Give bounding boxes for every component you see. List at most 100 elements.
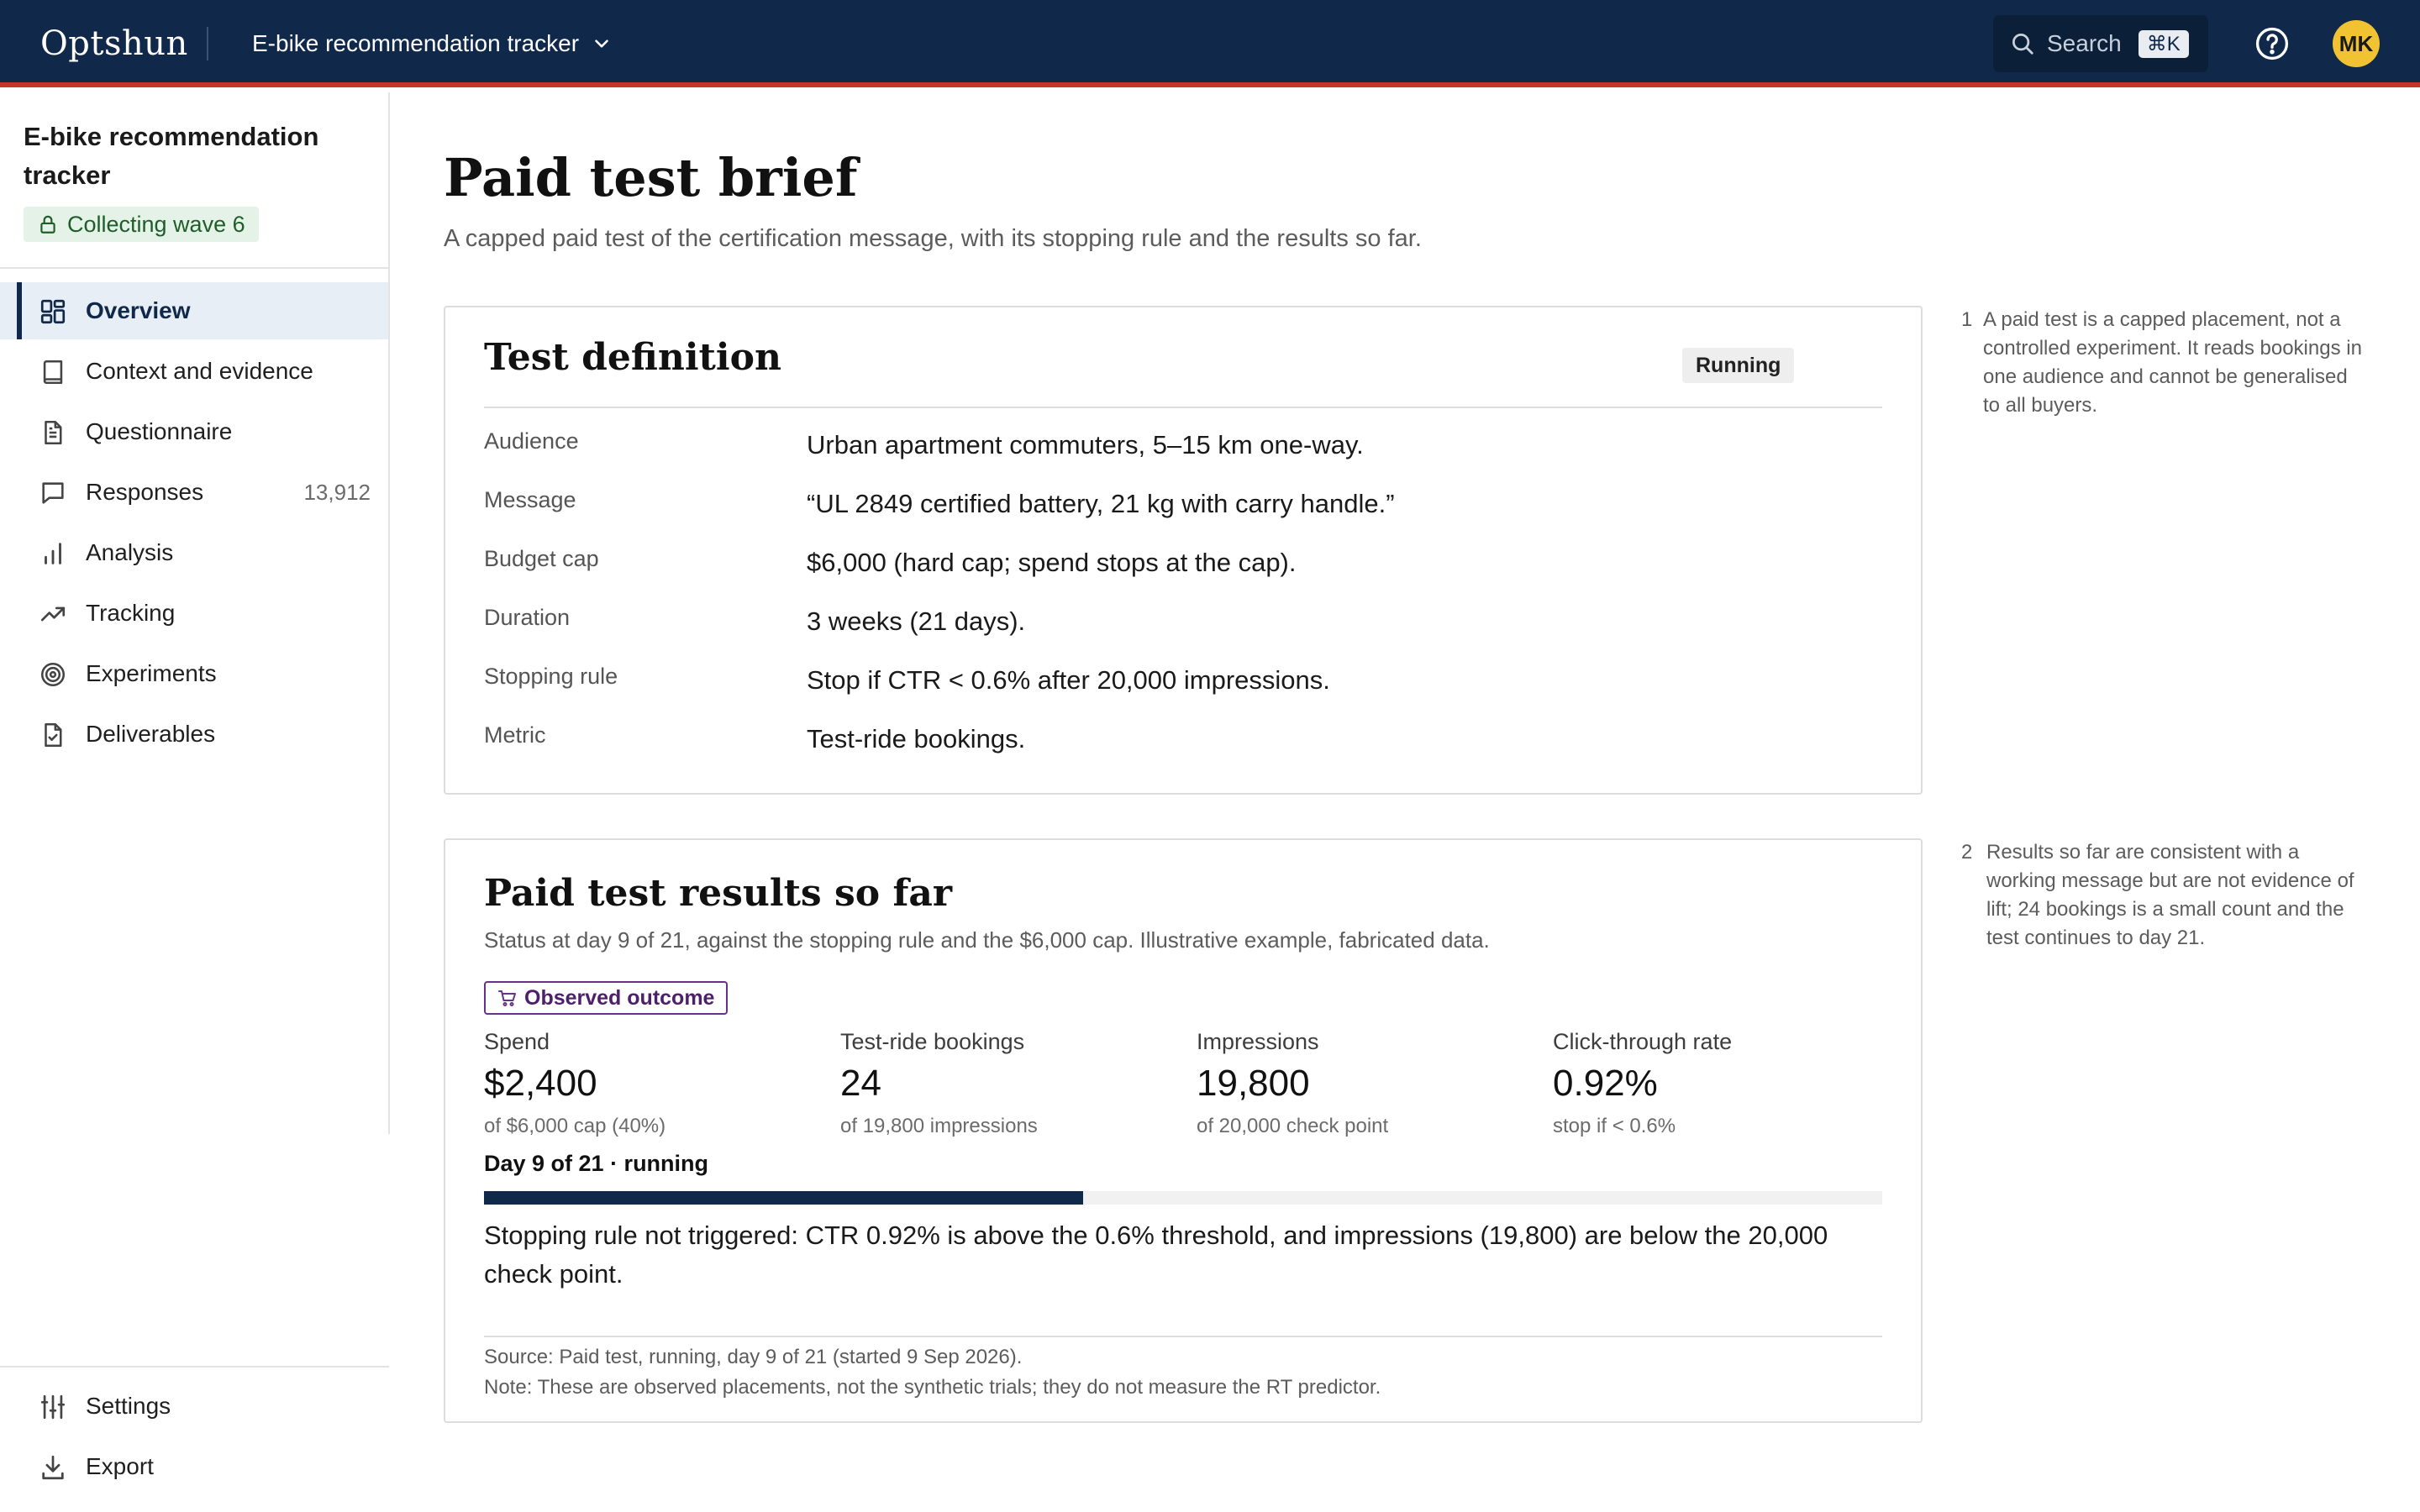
metric-label: Spend xyxy=(484,1029,550,1054)
test-definition-card: Test definition Running Audience Urban a… xyxy=(444,306,1923,795)
search-label: Search xyxy=(2047,30,2122,56)
search-shortcut: ⌘K xyxy=(2138,29,2189,58)
metric-spend: Spend $2,400 of $6,000 cap (40%) xyxy=(484,1026,837,1141)
sidebar-item-questionnaire[interactable]: Questionnaire xyxy=(0,403,389,460)
download-icon xyxy=(42,1455,64,1480)
book-icon xyxy=(43,360,63,385)
sidebar-item-label: Settings xyxy=(86,1393,171,1419)
dashboard-grid-icon xyxy=(40,299,66,324)
metric-note: stop if < 0.6% xyxy=(1553,1115,1676,1137)
responses-count: 13,912 xyxy=(303,479,371,505)
top-bar: Optshun E-bike recommendation tracker Se… xyxy=(0,0,2420,87)
metric-value: 19,800 xyxy=(1197,1063,1310,1104)
margin-note: 2 Results so far are consistent with a w… xyxy=(1961,838,2365,953)
card-divider xyxy=(484,407,1882,408)
status-badge: Running xyxy=(1682,348,1795,383)
metric-click-through-rate: Click-through rate 0.92% stop if < 0.6% xyxy=(1553,1026,1906,1141)
stopping-rule-status: Stopping rule not triggered: CTR 0.92% i… xyxy=(484,1221,1828,1289)
sidebar-item-label: Experiments xyxy=(86,660,217,686)
definition-row-duration: Duration 3 weeks (21 days). xyxy=(484,595,1882,654)
card-subtitle: Status at day 9 of 21, against the stopp… xyxy=(484,927,1490,953)
sidebar-item-label: Context and evidence xyxy=(86,358,313,384)
margin-note-number: 2 xyxy=(1961,841,1973,864)
metric-label: Test-ride bookings xyxy=(840,1029,1025,1054)
lock-icon xyxy=(40,215,55,234)
sidebar-bottom-nav: Settings Export xyxy=(0,1378,389,1499)
metric-label: Impressions xyxy=(1197,1029,1319,1054)
progress-bar xyxy=(484,1191,1882,1205)
user-avatar[interactable]: MK xyxy=(2333,20,2380,67)
margin-note: 1 A paid test is a capped placement, not… xyxy=(1961,306,2365,420)
sidebar-nav: Overview Context and evidence Questionna… xyxy=(0,282,389,766)
source-line: Source: Paid test, running, day 9 of 21 … xyxy=(484,1346,1023,1368)
project-switcher[interactable]: E-bike recommendation tracker xyxy=(252,25,613,62)
sidebar-border xyxy=(388,92,390,1134)
definition-value: Test-ride bookings. xyxy=(807,724,1026,753)
chat-bubble-icon xyxy=(42,482,64,504)
margin-note-text: Results so far are consistent with a wor… xyxy=(1986,841,2354,949)
target-icon xyxy=(40,662,66,687)
project-switcher-label: E-bike recommendation tracker xyxy=(252,30,580,56)
sidebar-item-tracking[interactable]: Tracking xyxy=(0,585,389,642)
progress-fill xyxy=(484,1191,1084,1205)
sidebar-item-label: Analysis xyxy=(86,539,174,565)
metric-label: Click-through rate xyxy=(1553,1029,1733,1054)
document-icon xyxy=(45,420,62,445)
sidebar-item-experiments[interactable]: Experiments xyxy=(0,645,389,702)
help-icon[interactable] xyxy=(2254,25,2291,62)
page-subtitle: A capped paid test of the certification … xyxy=(444,225,1422,252)
test-results-card: Paid test results so far Status at day 9… xyxy=(444,838,1923,1423)
sidebar-item-label: Overview xyxy=(86,297,191,323)
sidebar-item-label: Export xyxy=(86,1453,154,1479)
sidebar-item-context-and-evidence[interactable]: Context and evidence xyxy=(0,343,389,400)
card-divider xyxy=(484,1336,1882,1337)
sidebar-item-analysis[interactable]: Analysis xyxy=(0,524,389,581)
definition-row-budget-cap: Budget cap $6,000 (hard cap; spend stops… xyxy=(484,536,1882,595)
sidebar-item-overview[interactable]: Overview xyxy=(0,282,389,339)
definition-label: Message xyxy=(484,487,576,512)
metric-note: of 20,000 check point xyxy=(1197,1115,1389,1137)
search-icon xyxy=(2012,34,2033,55)
definition-value: Stop if CTR < 0.6% after 20,000 impressi… xyxy=(807,665,1330,695)
sliders-icon xyxy=(40,1394,66,1420)
metric-test-ride-bookings: Test-ride bookings 24 of 19,800 impressi… xyxy=(840,1026,1193,1141)
chevron-down-icon xyxy=(595,39,608,48)
sidebar-item-responses[interactable]: Responses 13,912 xyxy=(0,464,389,521)
topbar-divider xyxy=(207,27,208,60)
definition-value: $6,000 (hard cap; spend stops at the cap… xyxy=(807,548,1297,577)
definition-label: Stopping rule xyxy=(484,664,618,689)
app-logo[interactable]: Optshun xyxy=(40,24,188,63)
trend-up-icon xyxy=(40,606,66,622)
sidebar-item-label: Responses xyxy=(86,479,204,505)
definition-label: Duration xyxy=(484,605,571,630)
status-badge-label: Collecting wave 6 xyxy=(67,211,245,237)
card-title: Paid test results so far xyxy=(484,872,953,915)
sidebar-bottom-divider xyxy=(0,1366,389,1368)
observed-outcome-label: Observed outcome xyxy=(524,985,715,1010)
note-line: Note: These are observed placements, not… xyxy=(484,1376,1381,1399)
status-badge: Collecting wave 6 xyxy=(24,207,259,242)
sidebar-item-deliverables[interactable]: Deliverables xyxy=(0,706,389,763)
definition-row-audience: Audience Urban apartment commuters, 5–15… xyxy=(484,418,1882,477)
metric-note: of $6,000 cap (40%) xyxy=(484,1115,666,1137)
definition-label: Metric xyxy=(484,722,546,748)
metric-value: 24 xyxy=(840,1063,881,1104)
card-title: Test definition xyxy=(484,336,781,379)
metric-note: of 19,800 impressions xyxy=(840,1115,1038,1137)
search-button[interactable]: Search ⌘K xyxy=(1993,15,2208,72)
margin-note-number: 1 xyxy=(1961,308,1973,331)
source-notes: Source: Paid test, running, day 9 of 21 … xyxy=(484,1342,1381,1403)
sidebar-item-label: Tracking xyxy=(86,600,176,626)
sidebar-item-settings[interactable]: Settings xyxy=(0,1378,389,1435)
sidebar-item-export[interactable]: Export xyxy=(0,1438,389,1495)
progress-label: Day 9 of 21 · running xyxy=(484,1151,709,1176)
sidebar-item-label: Questionnaire xyxy=(86,418,233,444)
cart-icon xyxy=(498,990,516,1006)
sidebar-item-label: Deliverables xyxy=(86,721,216,747)
metric-impressions: Impressions 19,800 of 20,000 check point xyxy=(1197,1026,1549,1141)
margin-note-text: A paid test is a capped placement, not a… xyxy=(1983,308,2362,417)
bar-chart-icon xyxy=(45,543,61,564)
definition-label: Audience xyxy=(484,428,579,454)
sidebar-project-title: E-bike recommendation tracker xyxy=(24,122,319,190)
definition-row-metric: Metric Test-ride bookings. xyxy=(484,712,1882,771)
